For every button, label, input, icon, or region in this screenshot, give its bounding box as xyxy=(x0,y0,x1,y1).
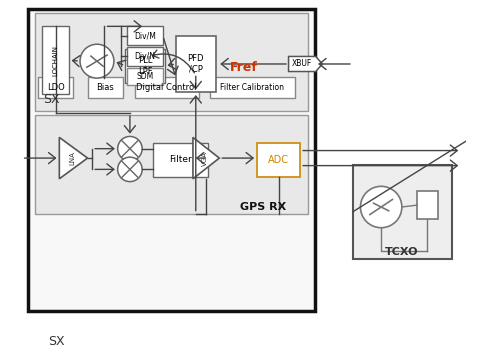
Bar xyxy=(176,36,216,92)
Bar xyxy=(38,77,73,98)
Circle shape xyxy=(118,157,142,181)
Text: GPS RX: GPS RX xyxy=(240,202,287,212)
Text: PLL
LPF: PLL LPF xyxy=(138,56,152,76)
Text: Filter: Filter xyxy=(169,156,192,165)
Text: XBUF: XBUF xyxy=(292,59,312,69)
Bar xyxy=(127,26,163,45)
Text: ADC: ADC xyxy=(268,155,289,165)
Text: PFD
/CP: PFD /CP xyxy=(188,54,204,74)
Bar xyxy=(210,77,295,98)
Circle shape xyxy=(360,186,402,228)
Bar xyxy=(125,49,165,83)
Text: SDM: SDM xyxy=(136,72,154,81)
Text: VGA: VGA xyxy=(202,151,208,166)
Text: LNA: LNA xyxy=(69,151,75,165)
Bar xyxy=(417,191,438,219)
Bar xyxy=(127,68,163,85)
Polygon shape xyxy=(60,137,87,179)
Bar xyxy=(127,47,163,66)
Bar xyxy=(257,143,300,177)
Bar xyxy=(154,143,208,177)
Text: Div/M: Div/M xyxy=(134,31,156,40)
Text: Filter Calibration: Filter Calibration xyxy=(220,83,284,92)
Circle shape xyxy=(80,44,114,78)
Text: Div/N: Div/N xyxy=(134,52,156,61)
Bar xyxy=(87,77,123,98)
Bar xyxy=(28,9,315,310)
Text: Digital Control: Digital Control xyxy=(136,83,197,92)
Text: SX: SX xyxy=(48,335,65,345)
Circle shape xyxy=(118,136,142,161)
Text: Fref: Fref xyxy=(230,61,258,74)
Bar xyxy=(353,165,452,259)
Polygon shape xyxy=(193,137,219,179)
Text: TCXO: TCXO xyxy=(385,247,419,257)
Bar xyxy=(134,77,199,98)
Bar xyxy=(42,26,69,94)
Text: LDO: LDO xyxy=(47,83,64,92)
Text: LOCHAIN: LOCHAIN xyxy=(53,45,59,76)
Text: Bias: Bias xyxy=(96,83,114,92)
Bar xyxy=(35,13,308,111)
Text: SX: SX xyxy=(44,93,60,106)
Bar xyxy=(35,115,308,214)
Polygon shape xyxy=(288,57,323,71)
